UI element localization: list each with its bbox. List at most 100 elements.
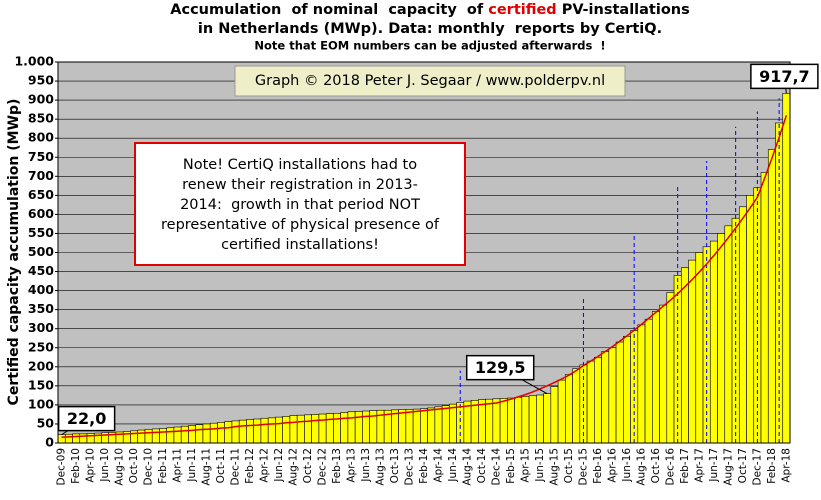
bar [594,356,602,444]
bar [166,427,175,444]
bar [420,408,428,444]
y-tick-label: 100 [28,396,54,411]
bar [180,425,189,444]
bar [391,409,399,444]
bar [427,407,436,444]
bar [405,409,414,444]
bar [209,422,218,444]
x-tick-label: Feb-15 [505,448,517,484]
x-tick-label: Apr-17 [693,448,705,483]
bar [659,304,668,444]
bar [57,434,66,444]
x-tick-label: Jun-10 [99,448,111,483]
x-tick-label: Oct-14 [476,448,488,484]
bar [738,206,747,444]
bar [325,413,334,444]
x-tick-label: Feb-10 [70,448,82,484]
bar [456,402,465,444]
x-tick-label: Feb-14 [418,448,430,484]
bar [709,240,718,444]
x-tick-label: Feb-18 [766,448,778,484]
bar [717,233,726,444]
note-box [134,142,466,266]
bar [478,399,486,444]
x-tick-label: Dec-10 [143,448,155,485]
y-tick-label: 200 [28,358,54,373]
y-tick-label: 450 [28,263,54,278]
chart-title: Accumulation of nominal capacity of cert… [170,2,689,18]
note-line: Note! CertiQ installations had to [183,157,417,173]
y-tick-label: 250 [28,339,54,354]
y-tick-label: 1.000 [14,54,54,69]
bar [202,423,211,444]
x-tick-label: Dec-13 [404,448,416,485]
y-tick-label: 900 [28,92,54,107]
bar [311,414,320,444]
bar [572,368,581,444]
y-tick-label: 150 [28,377,54,392]
bar [499,398,508,444]
bar [601,351,610,444]
y-tick-label: 950 [28,73,54,88]
x-tick-label: Dec-16 [664,448,676,486]
x-tick-label: Aug-16 [635,448,647,486]
x-tick-label: Oct-16 [650,448,662,484]
y-tick-label: 500 [28,244,54,259]
title-part: certified [488,2,556,18]
x-tick-label: Oct-10 [128,448,140,483]
bar [275,416,283,444]
y-tick-label: 300 [28,320,54,335]
bar [536,394,544,444]
bar [644,318,653,444]
trend-line [61,115,788,439]
y-tick-label: 550 [28,225,54,240]
x-tick-label: Aug-15 [548,448,560,486]
x-tick-label: Jun-11 [186,448,198,483]
y-tick-label: 650 [28,187,54,202]
x-tick-label: Aug-10 [114,448,126,486]
y-tick-label: 800 [28,130,54,145]
y-tick-label: 50 [37,415,55,430]
bar [695,252,704,444]
x-tick-label: Jun-14 [447,448,459,483]
bar [412,408,421,444]
bar [470,400,479,444]
bar [492,398,501,444]
x-tick-label: Feb-17 [679,448,691,484]
x-tick-label: Jun-12 [273,448,285,483]
credit-box [234,65,626,97]
x-tick-label: Jun-13 [360,448,372,483]
bar [296,414,305,444]
bar [485,398,494,444]
y-tick-label: 750 [28,149,54,164]
bar [680,267,689,444]
x-tick-label: Aug-17 [722,448,734,486]
bar [434,406,443,444]
bar [217,422,225,444]
y-tick-label: 0 [45,435,54,450]
x-tick-label: Apr-11 [172,448,184,483]
x-tick-label: Dec-15 [577,448,589,485]
bar [565,374,573,444]
x-tick-label: Apr-13 [346,448,358,483]
x-tick-label: Dec-17 [751,448,763,485]
bar [173,426,182,444]
bar [767,149,776,444]
bar [746,195,755,444]
x-tick-label: Aug-12 [288,448,300,486]
bar [623,336,631,444]
x-tick-label: Dec-09 [56,448,68,485]
bar [340,412,349,444]
x-tick-label: Jun-16 [621,448,633,483]
bar [724,225,733,444]
bar [666,292,675,444]
x-tick-label: Apr-12 [259,448,271,483]
bar [195,424,204,444]
value-label: 917,7 [759,67,810,86]
bar [79,433,88,444]
bar [775,122,784,444]
bar [507,397,515,444]
y-tick-label: 350 [28,301,54,316]
